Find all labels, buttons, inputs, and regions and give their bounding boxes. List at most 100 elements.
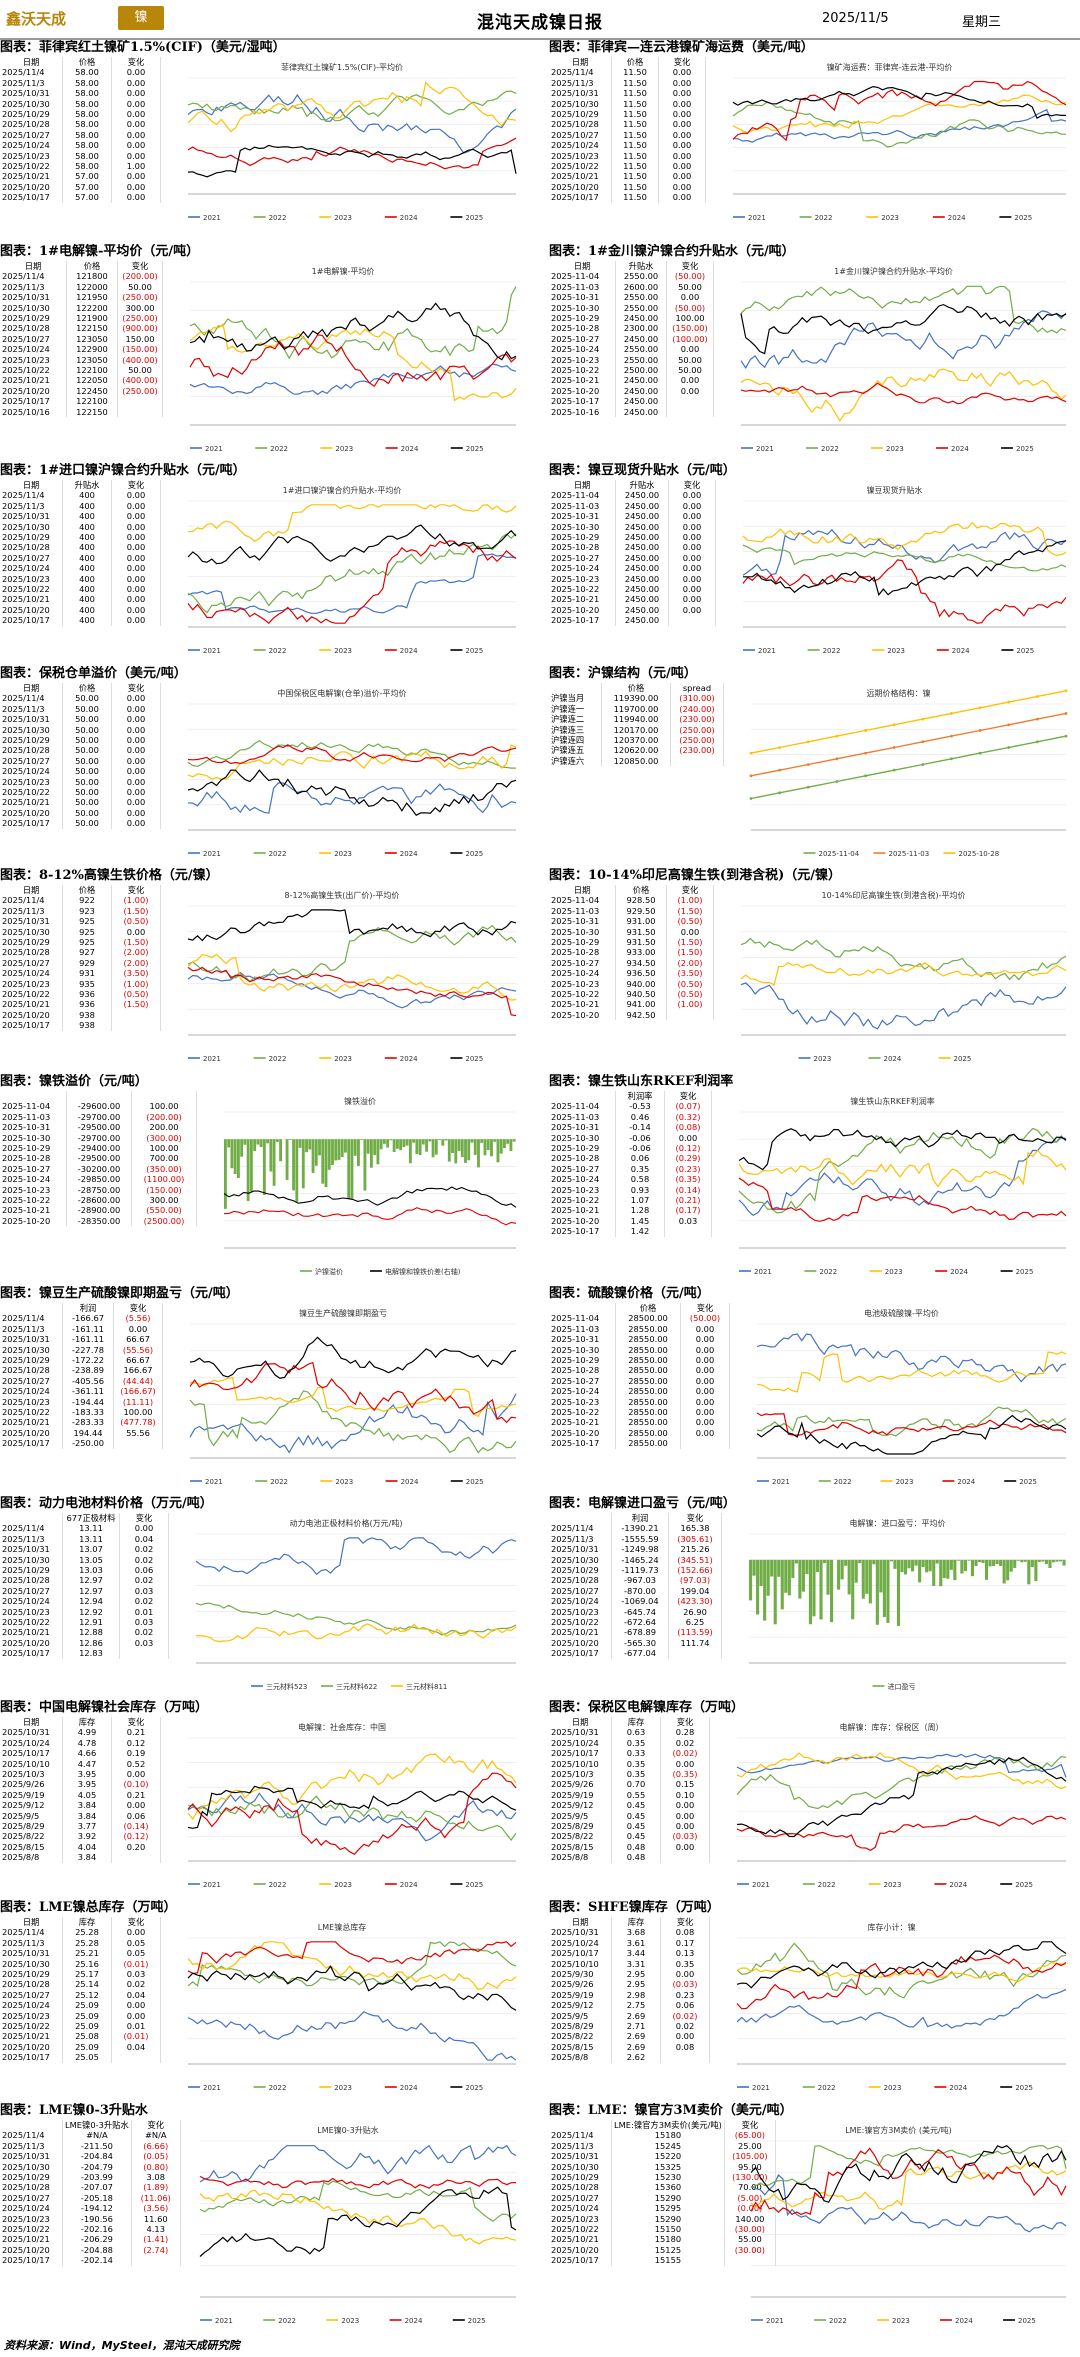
table-cell: 2025/10/22 [0, 2224, 63, 2235]
bar [301, 1139, 305, 1189]
table-row: 2025/10/28 -238.89 166.67 [0, 1365, 163, 1376]
table-cell: 1.07 [615, 1195, 665, 1206]
table-cell: (1.00) [111, 895, 161, 906]
table-cell: 0.00 [658, 77, 706, 89]
table-header-row: 价格 变化 [549, 1303, 730, 1314]
table-cell: 400 [62, 552, 112, 564]
legend-label: 2023 [887, 647, 905, 655]
table-cell: -202.14 [62, 2255, 132, 2266]
bar [480, 1139, 484, 1143]
table-cell: 50.00 [62, 703, 112, 715]
table-cell: 12.94 [62, 1596, 120, 1607]
table-row: 2025/10/23 12.92 0.01 [0, 1606, 169, 1618]
table-cell: 11.50 [611, 150, 659, 162]
bar [847, 1559, 851, 1595]
table-cell: 50.00 [62, 797, 112, 808]
table-cell: 0.00 [658, 98, 706, 110]
table-cell [111, 1852, 161, 1863]
table-cell [111, 2052, 161, 2063]
chart-area: 电解镍：社会库存：中国 2021 2022 2023 2024 2025 [158, 1718, 526, 1895]
table-cell: 2025/10/24 [549, 1596, 612, 1607]
series-line [756, 1412, 1067, 1436]
table-cell: (0.29) [664, 1153, 712, 1164]
table-cell: 2025/10/17 [0, 615, 63, 626]
series-point [749, 751, 753, 755]
table-cell: 3.08 [131, 2172, 181, 2183]
data-table: 677正极材料 变化 2025/11/4 13.11 0.00 2025/11/3 13.1… [0, 1513, 169, 1659]
table-cell: 2025/11/3 [0, 2140, 63, 2152]
series-line [199, 2144, 517, 2183]
chart-section: 图表：保税区电解镍库存（万吨） 日期 库存 变化 2025/10/31 0.63 0.28 2… [549, 1700, 1080, 1897]
table-row: 2025-11-04 2550.00 (50.00) [549, 271, 714, 282]
table-cell: 3.61 [611, 1937, 661, 1949]
table-cell: 2025/8/29 [549, 2021, 612, 2032]
table-cell: 0.00 [111, 797, 161, 808]
table-cell: 2025/9/5 [549, 2010, 612, 2022]
chart-section: 图表：1#进口镍沪镍合约升贴水（元/吨） 日期 升贴水 变化 2025/11/4 400 0… [0, 463, 530, 663]
table-cell: 2025/10/30 [0, 2161, 63, 2173]
series-line [187, 769, 517, 816]
bar [826, 1559, 830, 1595]
series-point [921, 763, 925, 766]
table-cell: 0.23 [660, 1989, 710, 2001]
table-cell: (150.00) [131, 1184, 197, 1196]
legend-label: 2023 [885, 1268, 903, 1276]
table-cell: -28900.00 [66, 1205, 132, 1216]
table-cell: (0.03) [660, 1831, 710, 1842]
legend-label: 2025 [466, 445, 484, 453]
table-cell: 400 [62, 521, 112, 533]
table-cell: 2025/11/4 [549, 2130, 612, 2141]
series-point [806, 740, 810, 744]
bar [942, 1559, 946, 1579]
column-header: 变化 [117, 261, 163, 272]
table-cell: 25.17 [62, 1969, 112, 1980]
table-cell: 2025/10/3 [0, 1769, 63, 1780]
bar [425, 1139, 428, 1152]
bar [357, 1139, 360, 1166]
chart-section: 图表：动力电池材料价格（万元/吨） 677正极材料 变化 2025/11/4 13.11… [0, 1496, 530, 1699]
table-cell: (230.00) [670, 714, 724, 725]
series-line [187, 744, 517, 780]
table-row: 2025/10/27 -205.18 (11.06) [0, 2192, 181, 2204]
table-cell: 2550.00 [615, 292, 667, 303]
table-cell: 50.00 [62, 755, 112, 767]
table-cell: 2025/10/17 [0, 2052, 63, 2063]
legend-label: 2021 [752, 1881, 770, 1889]
table-cell: 2025/11/4 [0, 67, 63, 78]
table-cell: 2025/10/28 [549, 119, 612, 130]
table-cell: 3.95 [62, 1779, 112, 1790]
table-cell: 0.00 [111, 532, 161, 543]
bar [457, 1139, 461, 1151]
bar [460, 1139, 464, 1158]
table-cell: 2025/8/29 [0, 1821, 63, 1832]
legend-label: 2022 [270, 1478, 288, 1486]
table-row: 2025/10/27 11.50 0.00 [549, 129, 706, 141]
table-row: 2025/10/30 15325 95.00 [549, 2161, 776, 2173]
chart-title: LME:镍官方3M卖价 (美元/吨) [845, 2125, 952, 2135]
series-line [187, 1941, 517, 1990]
column-header [549, 1513, 612, 1524]
series-line [189, 1361, 517, 1424]
table-cell: 15125 [611, 2244, 725, 2256]
table-cell: 2025/10/10 [549, 1958, 612, 1970]
table-cell: 0.03 [111, 1969, 161, 1980]
table-cell: (50.00) [680, 1313, 730, 1324]
series-point [950, 734, 953, 738]
series-line [732, 94, 1067, 134]
table-cell: 沪镍连六 [549, 755, 602, 767]
table-cell: 2025-10-24 [549, 968, 616, 979]
legend-label: 2021 [215, 2317, 233, 2325]
table-cell: 2025-10-30 [549, 521, 616, 533]
table-cell: 2025/10/17 [0, 2255, 63, 2266]
bar [932, 1559, 936, 1586]
table-cell: 0.00 [111, 2000, 161, 2011]
table-cell: 25.08 [62, 2031, 112, 2042]
bar [766, 1559, 770, 1596]
table-cell: 2025/8/8 [0, 1852, 63, 1863]
table-cell: -29700.00 [66, 1132, 132, 1144]
data-table: 日期 升贴水 变化 2025-11-04 2450.00 0.00 2025-11-03 24… [549, 480, 716, 626]
table-cell: 15245 [611, 2140, 725, 2152]
table-cell: 3.68 [611, 1927, 661, 1938]
table-cell: 4.99 [62, 1727, 112, 1738]
series-line [187, 2010, 517, 2061]
